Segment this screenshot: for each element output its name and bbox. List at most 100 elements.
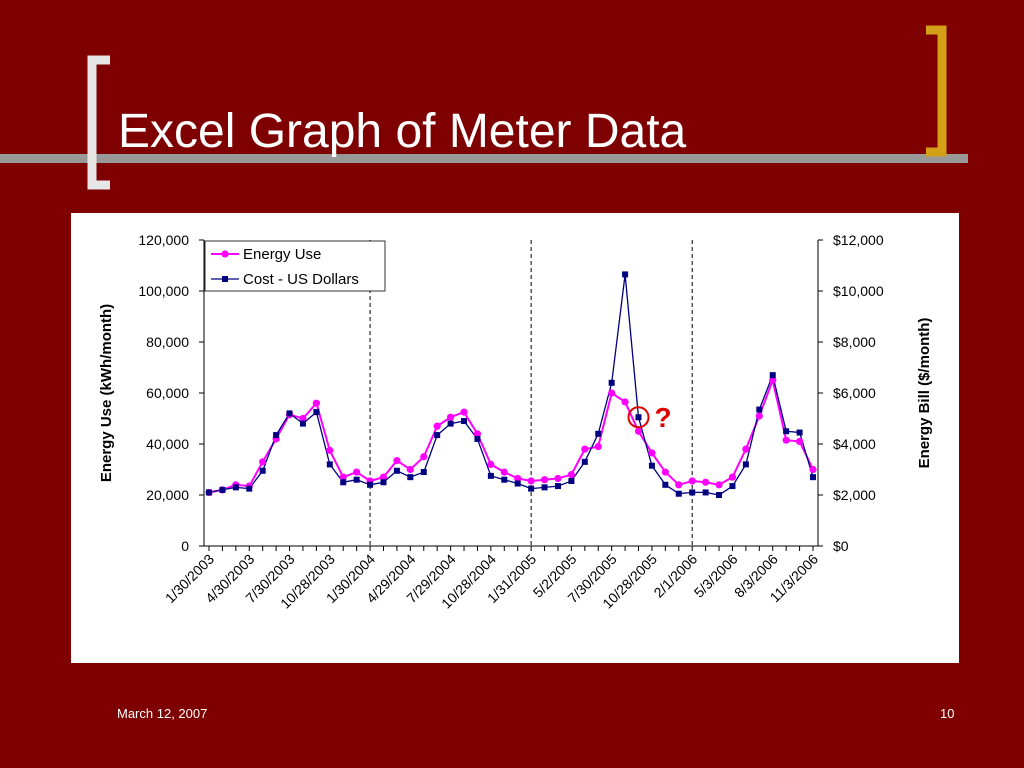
cost-point — [487, 472, 494, 479]
cost-point — [407, 474, 414, 481]
energy-use-point — [527, 477, 535, 485]
energy-use-point — [460, 408, 468, 416]
cost-point — [528, 485, 535, 492]
cost-point — [716, 492, 723, 498]
right-y-tick-label: $8,000 — [833, 334, 876, 350]
cost-point — [514, 480, 521, 487]
cost-point — [273, 432, 280, 439]
legend-swatch-marker — [222, 276, 228, 282]
energy-use-point — [621, 398, 629, 406]
cost-point — [756, 406, 763, 413]
energy-use-point — [795, 437, 804, 446]
left-y-axis-title: Energy Use (kWh/month) — [98, 304, 115, 482]
energy-use-point — [447, 413, 455, 421]
cost-point — [622, 271, 629, 278]
line-chart: 0 $0 20,000 $2,000 40,000 $4,000 60,000 $6,000 8… — [98, 232, 933, 612]
energy-use-point — [473, 430, 482, 438]
right-y-tick-label: $6,000 — [833, 385, 876, 401]
cost-point — [595, 430, 602, 437]
right-y-tick-label: $4,000 — [833, 436, 876, 452]
left-y-tick-label: 20,000 — [146, 487, 189, 503]
energy-use-line — [208, 376, 814, 494]
cost-point — [434, 432, 441, 439]
energy-use-point — [379, 473, 388, 481]
legend-box — [204, 240, 386, 292]
cost-point — [554, 483, 561, 490]
energy-use-point — [514, 474, 522, 483]
energy-use-point — [608, 389, 616, 397]
annotation-circle — [627, 406, 650, 429]
legend-entry-label: Energy Use — [243, 246, 321, 263]
left-y-tick-label: 120,000 — [138, 232, 189, 248]
energy-use-point — [326, 446, 334, 454]
right-y-tick-label: $10,000 — [833, 283, 884, 299]
cost-point — [796, 429, 803, 436]
cost-point — [702, 489, 709, 496]
energy-use-point — [312, 399, 320, 407]
right-bracket — [926, 25, 947, 157]
chart-panel: 0 $0 20,000 $2,000 40,000 $4,000 60,000 $6,000 8… — [71, 213, 959, 663]
energy-use-point — [500, 468, 508, 476]
cost-point — [286, 410, 293, 417]
cost-point — [380, 479, 387, 486]
energy-use-point — [661, 468, 669, 476]
cost-point — [675, 490, 682, 497]
cost-point — [568, 477, 575, 484]
cost-point — [353, 476, 360, 483]
energy-use-point — [433, 422, 441, 430]
left-y-tick-label: 60,000 — [146, 385, 189, 401]
energy-use-point — [406, 465, 414, 474]
energy-use-point — [487, 460, 495, 468]
cost-line — [208, 274, 814, 496]
cost-point — [541, 484, 548, 491]
cost-point — [461, 418, 468, 425]
cost-point — [648, 462, 655, 469]
footer-date: March 12, 2007 — [117, 706, 208, 721]
cost-point — [635, 414, 642, 421]
cost-point — [299, 420, 306, 427]
cost-point — [393, 467, 400, 474]
right-y-tick-label: $0 — [833, 538, 849, 554]
cost-point — [326, 461, 333, 468]
energy-use-point — [809, 465, 817, 474]
energy-use-point — [554, 474, 562, 483]
cost-point — [340, 479, 347, 486]
energy-use-point — [755, 412, 763, 420]
energy-use-point — [567, 471, 575, 479]
energy-use-point — [339, 473, 347, 481]
energy-use-point — [715, 481, 723, 489]
energy-use-point — [634, 427, 643, 435]
cost-point — [742, 461, 749, 468]
slide-title: Excel Graph of Meter Data — [118, 105, 687, 158]
energy-use-point — [353, 468, 361, 476]
cost-point — [810, 474, 816, 481]
energy-use-point — [675, 481, 683, 489]
cost-point — [474, 435, 481, 442]
annotation-question-mark: ? — [655, 402, 672, 433]
left-bracket — [87, 55, 110, 190]
energy-use-point — [702, 478, 710, 486]
cost-point — [608, 379, 615, 386]
left-y-tick-label: 0 — [181, 538, 189, 554]
cost-point — [501, 476, 508, 483]
energy-use-point — [540, 476, 549, 484]
cost-point — [259, 467, 266, 474]
right-y-tick-label: $12,000 — [833, 232, 884, 248]
x-tick-label: 2/1/2006 — [650, 551, 700, 601]
energy-use-point — [581, 445, 589, 453]
energy-use-point — [594, 442, 602, 451]
energy-use-point — [648, 449, 656, 457]
right-y-axis-title: Energy Bill ($/month) — [916, 318, 933, 469]
energy-use-point — [782, 436, 790, 444]
left-y-tick-label: 100,000 — [138, 283, 189, 299]
x-tick-label: 5/3/2006 — [691, 551, 741, 601]
cost-point — [581, 458, 588, 465]
energy-use-point — [769, 376, 777, 384]
energy-use-point — [688, 477, 696, 485]
energy-use-point — [299, 414, 307, 423]
cost-point — [729, 483, 736, 490]
page-number: 10 — [940, 706, 955, 721]
cost-point — [420, 469, 427, 476]
left-y-tick-label: 80,000 — [146, 334, 189, 350]
